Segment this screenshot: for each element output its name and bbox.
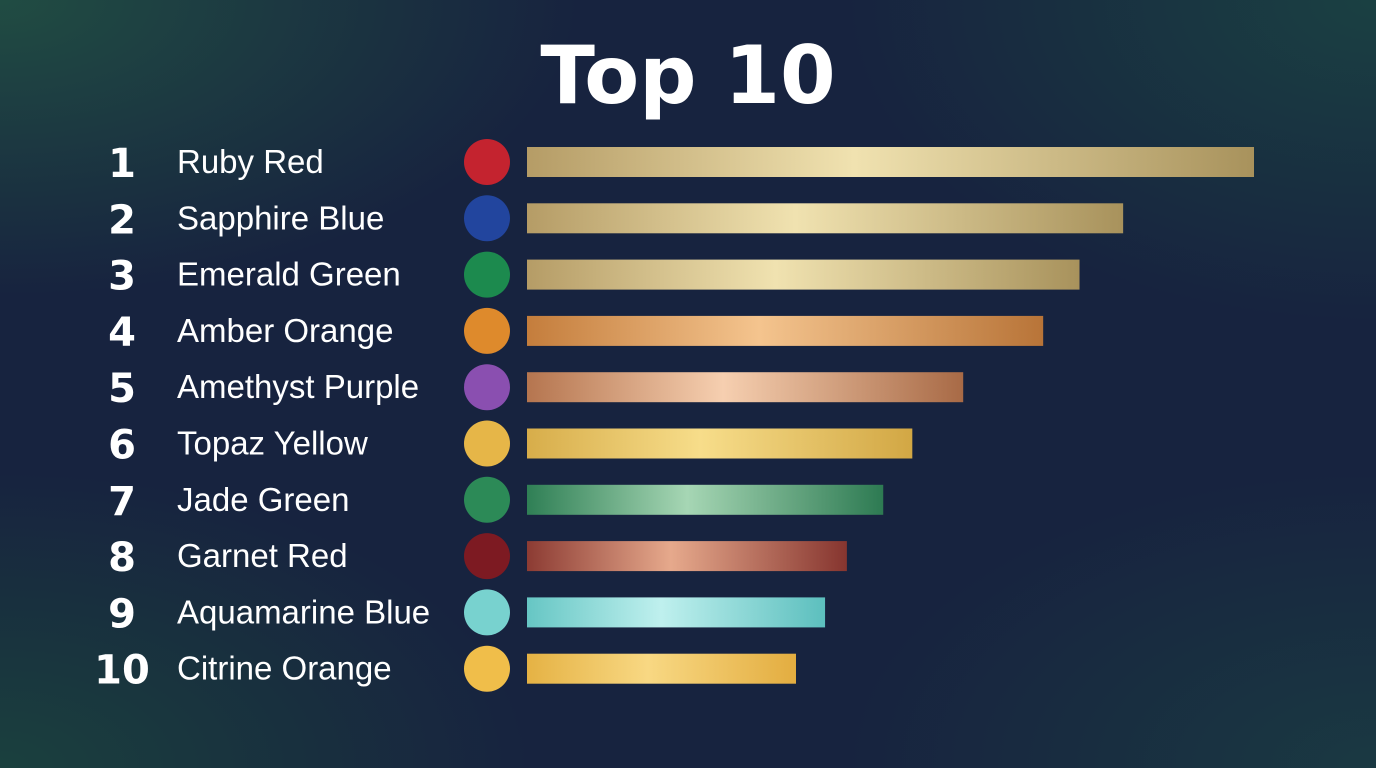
rank-number: 9 [108,591,136,637]
chart-row: 9 Aquamarine Blue [108,589,826,637]
bar [527,428,913,459]
color-swatch-dot [464,533,510,580]
chart-rows: 1 Ruby Red 2 Sapphire Blue 3 Emerald Green 4 Am… [94,139,1254,694]
chart-row: 1 Ruby Red [108,139,1254,187]
bar [527,259,1080,290]
color-swatch-dot [464,420,510,467]
rank-number: 6 [108,423,136,469]
rank-number: 7 [108,479,136,525]
chart-row: 10 Citrine Orange [94,645,796,694]
chart-row: 8 Garnet Red [108,533,847,581]
category-label: Jade Green [177,481,349,518]
category-label: Sapphire Blue [177,199,384,236]
color-swatch-dot [464,364,510,411]
category-label: Amethyst Purple [177,368,419,405]
bar [527,541,847,572]
bar [527,203,1124,234]
category-label: Garnet Red [177,537,348,574]
color-swatch-dot [464,645,510,692]
color-swatch-dot [464,307,510,354]
color-swatch-dot [464,589,510,636]
rank-number: 5 [108,366,136,412]
bar [527,372,964,403]
category-label: Topaz Yellow [177,425,368,462]
chart-row: 3 Emerald Green [108,251,1080,300]
chart-title: Top 10 [540,29,835,122]
rank-number: 3 [108,254,136,300]
bar [527,484,884,515]
category-label: Aquamarine Blue [177,593,430,630]
chart-row: 6 Topaz Yellow [108,420,913,469]
bar [527,315,1044,346]
color-swatch-dot [464,139,510,185]
color-swatch-dot [464,251,510,298]
rank-number: 4 [108,310,136,356]
bar [527,147,1254,177]
rank-number: 2 [108,197,136,243]
category-label: Citrine Orange [177,650,392,687]
color-swatch-dot [464,195,510,242]
chart-row: 5 Amethyst Purple [108,364,964,412]
category-label: Amber Orange [177,312,393,349]
chart-row: 4 Amber Orange [108,307,1044,356]
category-label: Emerald Green [177,256,401,293]
chart-row: 2 Sapphire Blue [108,195,1124,243]
chart-row: 7 Jade Green [108,476,884,525]
category-label: Ruby Red [177,143,324,180]
bar [527,597,826,628]
rank-number: 10 [94,648,150,694]
rank-number: 8 [108,535,136,581]
rank-number: 1 [108,141,136,187]
bar [527,653,796,684]
color-swatch-dot [464,476,510,523]
